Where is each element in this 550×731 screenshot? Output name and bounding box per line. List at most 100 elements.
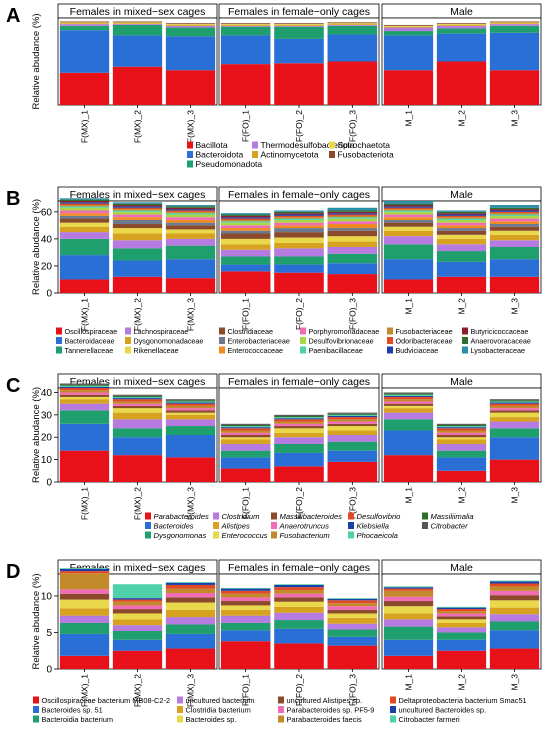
bar-segment bbox=[112, 203, 163, 206]
x-tick-label: M_3 bbox=[510, 674, 520, 691]
panel-C: C Relative abudance (%) 0 10 20 30 40 Females i… bbox=[6, 373, 542, 540]
bar-segment bbox=[383, 626, 434, 640]
bar-segment bbox=[59, 213, 110, 216]
bar-segment bbox=[383, 395, 434, 397]
bar-segment bbox=[59, 390, 110, 393]
bar-segment bbox=[383, 639, 434, 656]
bar-segment bbox=[383, 405, 434, 409]
bar-segment bbox=[112, 210, 163, 212]
legend-swatch bbox=[278, 715, 284, 723]
bar-segment bbox=[383, 613, 434, 620]
legend-label: Thermodesulfobacteriota bbox=[261, 140, 355, 150]
bar-segment bbox=[220, 26, 271, 36]
legend-swatch bbox=[390, 715, 396, 723]
x-tick-label: F(MX)_2 bbox=[133, 487, 143, 520]
legend-swatch bbox=[348, 512, 354, 520]
bar-segment bbox=[436, 443, 487, 451]
bar-segment bbox=[436, 25, 487, 29]
bar-segment bbox=[383, 206, 434, 208]
bar-segment bbox=[489, 207, 540, 210]
bar-segment bbox=[436, 244, 487, 252]
legend-swatch bbox=[213, 512, 219, 520]
bar-segment bbox=[327, 23, 378, 25]
legend-swatch bbox=[125, 346, 131, 354]
bar-segment bbox=[489, 25, 540, 33]
bar-segment bbox=[112, 219, 163, 224]
y-tick-label: 40 bbox=[41, 388, 53, 399]
bar-segment bbox=[489, 400, 540, 402]
bar-segment bbox=[59, 238, 110, 256]
bar-segment bbox=[327, 430, 378, 435]
bar-segment bbox=[59, 589, 110, 594]
bar-segment bbox=[274, 215, 324, 218]
bar-segment bbox=[383, 408, 434, 413]
bar-segment bbox=[489, 210, 540, 212]
bar-segment bbox=[112, 401, 163, 404]
bar-segment bbox=[220, 25, 271, 27]
y-tick-label: 0 bbox=[46, 478, 52, 489]
bar-segment bbox=[274, 601, 324, 607]
bar-segment bbox=[59, 388, 110, 391]
bar-segment bbox=[59, 384, 110, 386]
bar-segment bbox=[436, 276, 487, 293]
bar-segment bbox=[383, 207, 434, 210]
bar-segment bbox=[327, 441, 378, 451]
bar-segment bbox=[489, 402, 540, 404]
bar-segment bbox=[436, 217, 487, 219]
legend-label: Fusobacteriota bbox=[338, 150, 394, 160]
bar-segment bbox=[383, 35, 434, 71]
bar-segment bbox=[327, 613, 378, 618]
bar-segment bbox=[165, 229, 216, 234]
bar-segment bbox=[327, 221, 378, 224]
bar-segment bbox=[59, 568, 110, 569]
legend-label: Citrobacter farmeri bbox=[399, 715, 461, 724]
bar-segment bbox=[274, 219, 324, 223]
bar-segment bbox=[220, 588, 271, 591]
legend-swatch bbox=[213, 522, 219, 529]
bar-segment bbox=[220, 213, 271, 215]
bar-segment bbox=[165, 210, 216, 212]
bar-segment bbox=[489, 70, 540, 105]
bar-segment bbox=[489, 401, 540, 403]
bar-segment bbox=[489, 22, 540, 24]
bar-segment bbox=[274, 466, 324, 482]
legend-swatch bbox=[300, 327, 306, 335]
legend-swatch bbox=[329, 141, 335, 149]
bar-segment bbox=[383, 586, 434, 588]
bar-segment bbox=[59, 573, 110, 590]
bar-segment bbox=[112, 405, 163, 409]
legend-swatch bbox=[271, 531, 277, 539]
bar-segment bbox=[59, 72, 110, 105]
x-tick-label: F(FO)_3 bbox=[347, 110, 357, 142]
legend-label: Bacteroides bbox=[154, 522, 194, 531]
legend-label: Budviciaceae bbox=[396, 346, 439, 355]
panel-label: A bbox=[6, 5, 20, 27]
legend-label: Bacillota bbox=[196, 140, 228, 150]
bar-segment bbox=[489, 205, 540, 208]
bar-segment bbox=[383, 27, 434, 32]
bar-segment bbox=[274, 242, 324, 249]
bar-segment bbox=[383, 587, 434, 589]
bar-segment bbox=[436, 439, 487, 444]
bar-segment bbox=[59, 255, 110, 280]
bar-segment bbox=[59, 396, 110, 400]
legend-label: Massilibacteroides bbox=[280, 512, 343, 521]
legend-swatch bbox=[56, 327, 62, 335]
bar-segment bbox=[112, 248, 163, 261]
facet-title: Females in female−only cages bbox=[228, 6, 370, 18]
bar-segment bbox=[165, 609, 216, 618]
bar-segment bbox=[112, 260, 163, 277]
bar-segment bbox=[383, 236, 434, 245]
bar-segment bbox=[274, 23, 324, 25]
bar-segment bbox=[436, 261, 487, 277]
bar-segment bbox=[436, 616, 487, 620]
bar-segment bbox=[274, 584, 324, 585]
bar-segment bbox=[165, 435, 216, 458]
legend-swatch bbox=[422, 522, 428, 529]
bar-segment bbox=[436, 607, 487, 610]
legend-swatch bbox=[145, 512, 151, 520]
bar-segment bbox=[59, 571, 110, 574]
legend-swatch bbox=[252, 151, 258, 158]
bar-segment bbox=[112, 403, 163, 406]
